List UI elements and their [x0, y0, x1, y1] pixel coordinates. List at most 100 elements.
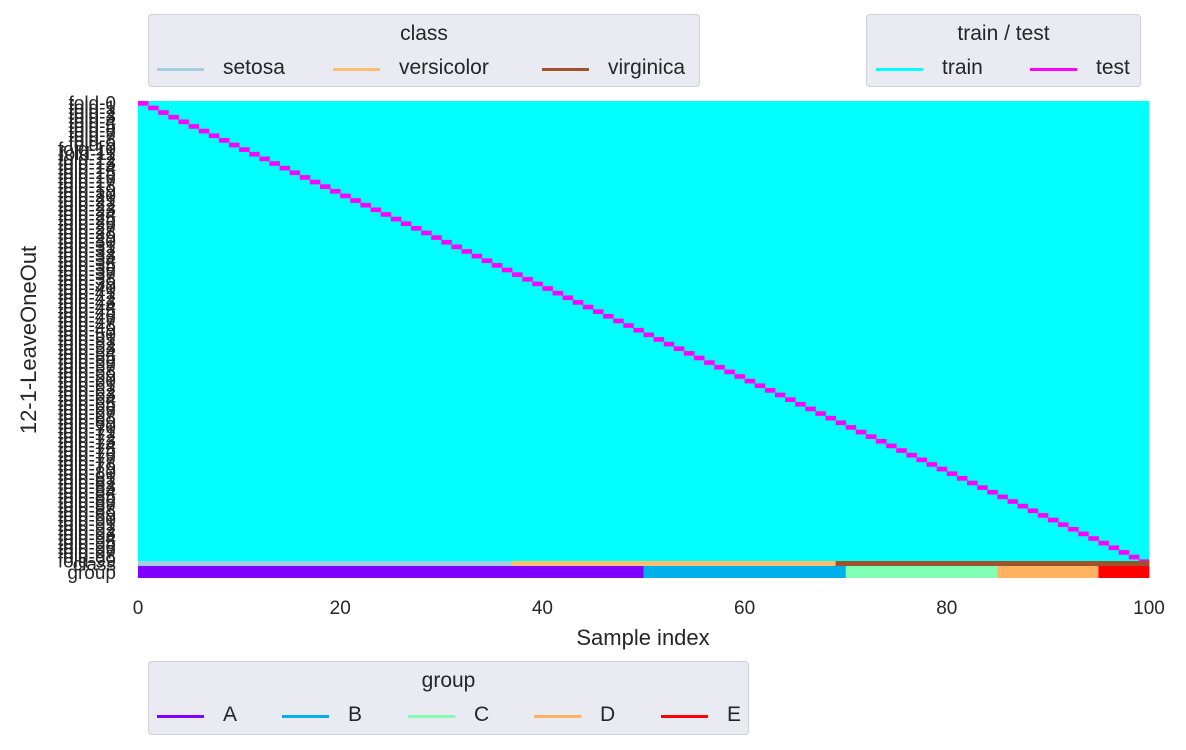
legend-swatch	[282, 715, 329, 718]
test-cell	[906, 452, 917, 459]
legend-label: C	[474, 703, 490, 726]
test-cell	[1078, 531, 1089, 537]
train-cells	[138, 434, 1149, 440]
train-cells	[138, 161, 1149, 167]
test-cell	[380, 212, 392, 218]
fold-row	[138, 489, 1149, 496]
train-cells	[138, 286, 1149, 292]
test-cell	[461, 249, 473, 255]
y-tick-label: fold-89	[58, 505, 116, 526]
train-cells	[138, 346, 1149, 352]
train-cells	[138, 295, 1149, 301]
fold-row	[138, 508, 1149, 514]
train-cells	[138, 249, 1149, 255]
fold-row	[138, 226, 1149, 232]
y-tick-label: fold-19	[58, 181, 116, 202]
fold-row	[138, 244, 1149, 250]
train-cells	[138, 202, 1149, 209]
fold-row	[138, 276, 1149, 283]
fold-row	[138, 142, 1149, 148]
fold-row	[138, 545, 1149, 551]
y-axis-label: 12-1-LeaveOneOut	[16, 246, 41, 434]
test-cell	[289, 170, 301, 176]
legend-swatch	[157, 715, 204, 718]
x-tick-labels: 0 20 40 60 80 100	[133, 598, 1165, 619]
legend-swatch	[1030, 68, 1077, 71]
y-tick-label: fold-95	[58, 533, 116, 554]
train-cells	[138, 337, 1149, 343]
test-cell	[603, 313, 614, 320]
test-cell	[795, 401, 806, 408]
train-cells	[138, 536, 1149, 542]
fold-row	[138, 457, 1149, 463]
y-tick-label: fold-97	[58, 542, 116, 563]
fold-row	[138, 327, 1149, 334]
train-cells	[138, 540, 1149, 547]
train-cells	[138, 244, 1149, 250]
y-tick-label: fold-15	[58, 163, 116, 184]
fold-row	[138, 452, 1149, 459]
y-tick-label: fold-99	[58, 552, 116, 573]
fold-row	[138, 101, 1149, 107]
legend-label: setosa	[223, 56, 285, 79]
y-tick-label: fold-82	[58, 473, 116, 494]
train-cells	[138, 406, 1149, 412]
test-cell	[663, 341, 675, 347]
train-cells	[138, 175, 1149, 181]
test-cell	[633, 327, 644, 334]
fold-row	[138, 156, 1149, 162]
test-cell	[774, 392, 786, 398]
fold-row	[138, 462, 1149, 468]
train-cells	[138, 304, 1149, 310]
y-tick-label: fold-85	[58, 487, 116, 508]
train-cells	[138, 198, 1149, 204]
y-tick-label: fold-64	[58, 390, 117, 411]
y-tick-label: fold-78	[58, 454, 116, 475]
y-tick-label: fold-60	[58, 371, 116, 392]
legend-title: train / test	[957, 22, 1050, 45]
y-tick-label: fold-37	[58, 265, 116, 286]
fold-row	[138, 179, 1149, 185]
y-tick-label: fold-27	[58, 218, 116, 239]
test-cell	[512, 272, 523, 278]
train-cells	[138, 508, 1149, 514]
y-tick-label: fold-91	[58, 515, 116, 536]
test-cell	[228, 142, 240, 148]
train-cells	[138, 170, 1149, 176]
y-tick-label: fold-87	[58, 496, 116, 517]
y-tick-label: fold-32	[58, 241, 116, 262]
y-tick-label: fold-22	[58, 195, 116, 216]
fold-row	[138, 480, 1149, 486]
test-cell	[340, 193, 351, 199]
fold-row	[138, 207, 1149, 213]
y-tick-label: fold-52	[58, 334, 116, 355]
y-tick-label: fold-61	[58, 376, 116, 397]
y-tick-label: fold-4	[68, 112, 116, 133]
legend-label: A	[223, 703, 238, 726]
fold-row	[138, 554, 1149, 560]
y-tick-label: fold-62	[58, 380, 116, 401]
train-cells	[138, 179, 1149, 185]
test-cell	[1058, 522, 1069, 528]
fold-row	[138, 540, 1149, 547]
fold-row	[138, 466, 1149, 472]
train-cells	[138, 522, 1149, 528]
fold-row	[138, 332, 1149, 338]
y-tick-label: fold-20	[58, 186, 116, 207]
fold-row	[138, 425, 1149, 431]
train-cells	[138, 355, 1149, 361]
y-tick-label: fold-17	[58, 172, 116, 193]
y-tick-label: fold-41	[58, 283, 116, 304]
train-cells	[138, 554, 1149, 560]
fold-row	[138, 281, 1149, 287]
y-tick-label: fold-46	[58, 306, 116, 327]
train-cells	[138, 119, 1149, 125]
test-cell	[259, 156, 270, 162]
fold-row	[138, 309, 1149, 315]
test-cell	[148, 105, 159, 111]
test-cell	[1128, 554, 1140, 560]
test-cell	[835, 420, 847, 426]
fold-row	[138, 239, 1149, 246]
test-cell	[926, 462, 938, 468]
y-tick-label: fold-72	[58, 427, 116, 448]
